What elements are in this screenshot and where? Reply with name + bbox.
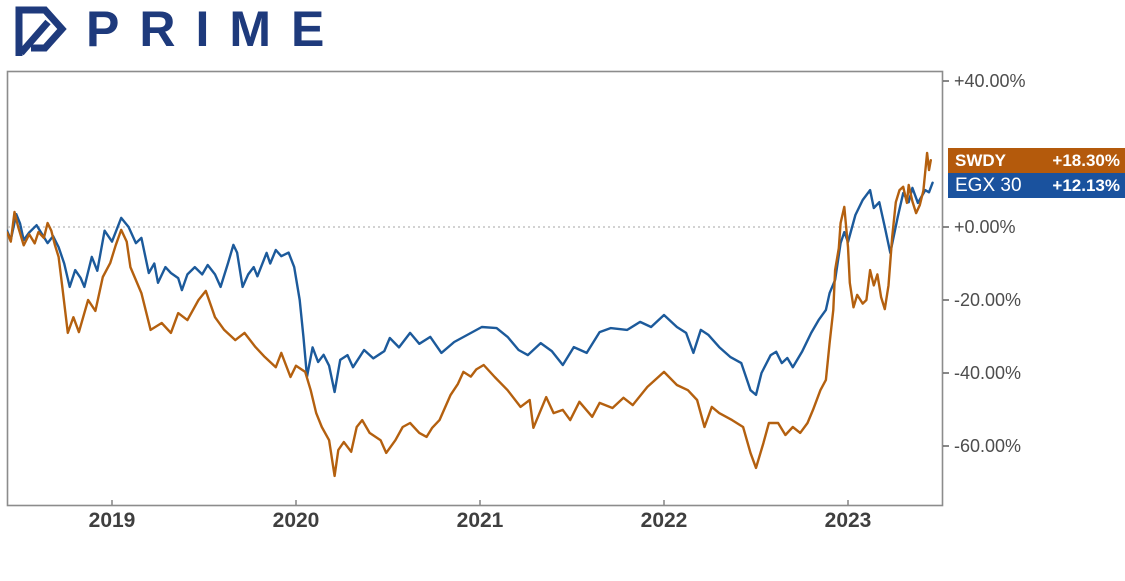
x-axis-label: 2020 — [272, 509, 320, 532]
legend-egx30-name: EGX 30 — [955, 174, 1022, 196]
y-axis-label: -40.00% — [954, 363, 1022, 383]
x-axis-label: 2022 — [640, 509, 688, 532]
y-axis-label: -20.00% — [954, 290, 1022, 310]
legend-row-egx30: EGX 30 +12.13% — [948, 173, 1125, 198]
x-axis-label: 2021 — [456, 509, 504, 532]
y-axis-label: -60.00% — [954, 436, 1022, 456]
legend-egx30-value: +12.13% — [1052, 175, 1120, 195]
series-line-swdy[interactable] — [7, 151, 932, 478]
x-axis-label: 2023 — [824, 509, 872, 532]
last-value-legend: SWDY +18.30% EGX 30 +12.13% — [948, 148, 1125, 198]
y-axis-label: +40.00% — [954, 71, 1026, 91]
prime-logo-icon — [15, 6, 67, 56]
prime-wordmark: PRIME — [86, 1, 345, 57]
legend-swdy-name: SWDY — [955, 150, 1006, 170]
series-line-egx30[interactable] — [7, 181, 934, 397]
y-axis-label: +0.00% — [954, 217, 1016, 237]
header: PRIME — [0, 0, 1125, 64]
legend-swdy-value: +18.30% — [1052, 150, 1120, 170]
x-axis-label: 2019 — [88, 509, 136, 532]
legend-row-swdy: SWDY +18.30% — [948, 148, 1125, 173]
